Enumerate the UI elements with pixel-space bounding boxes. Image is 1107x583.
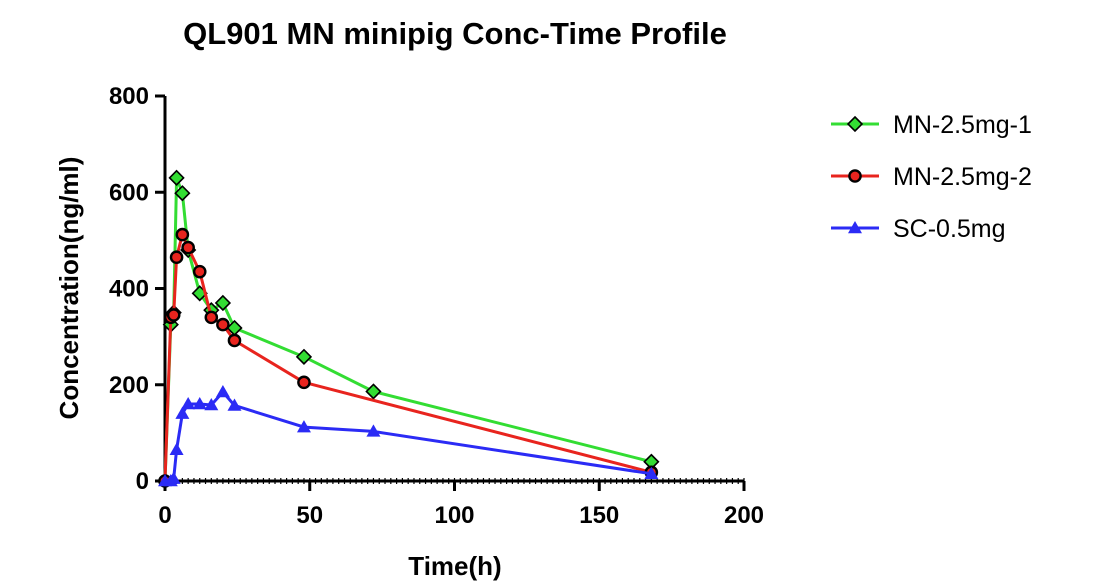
- triangle-marker: [166, 471, 181, 484]
- x-tick-label: 0: [158, 502, 171, 529]
- y-axis-label: Concentration(ng/ml): [54, 157, 84, 420]
- diamond-marker: [846, 115, 864, 133]
- circle-marker: [181, 240, 195, 255]
- diamond-marker: [168, 169, 185, 186]
- circle-marker: [166, 308, 181, 322]
- y-tick-label: 400: [109, 276, 149, 303]
- circle-marker: [227, 333, 242, 348]
- series-sc-0-5mg: [158, 384, 659, 487]
- axis-ticks: 0 200 400 600 800 0 50 100 150 200: [109, 83, 764, 529]
- circle-marker: [297, 375, 311, 390]
- diamond-marker: [295, 348, 313, 365]
- triangle-marker: [169, 442, 184, 455]
- x-axis-label: Time(h): [408, 551, 501, 581]
- triangle-marker: [181, 397, 196, 410]
- triangle-marker: [366, 424, 381, 437]
- legend-label: SC-0.5mg: [893, 215, 1006, 243]
- x-tick-label: 150: [579, 502, 619, 529]
- legend-item: MN-2.5mg-2: [831, 163, 1032, 191]
- legend-label: MN-2.5mg-2: [893, 163, 1032, 191]
- y-tick-label: 0: [136, 468, 149, 495]
- plot-area: 0 200 400 600 800 0 50 100 150 200: [109, 83, 764, 529]
- triangle-marker: [848, 221, 862, 234]
- triangle-marker: [644, 466, 659, 480]
- circle-marker: [848, 169, 862, 183]
- legend: MN-2.5mg-1 MN-2.5mg-2 SC-0.5mg: [831, 111, 1032, 243]
- legend-label: MN-2.5mg-1: [893, 111, 1032, 139]
- diamond-marker: [214, 294, 232, 312]
- circle-marker: [216, 317, 230, 332]
- x-axis-minor-ticks: [164, 478, 745, 484]
- circle-marker: [175, 227, 190, 242]
- diamond-marker: [174, 185, 191, 202]
- series-layer: [156, 169, 660, 490]
- y-tick-label: 200: [109, 372, 149, 399]
- circle-marker: [192, 264, 207, 279]
- y-tick-label: 600: [109, 179, 149, 206]
- x-tick-label: 50: [296, 502, 323, 529]
- x-tick-label: 200: [724, 502, 764, 529]
- legend-item: MN-2.5mg-1: [831, 111, 1032, 139]
- triangle-marker: [204, 397, 219, 411]
- triangle-marker: [192, 397, 207, 410]
- series-mn-2-5mg-1: [156, 169, 660, 490]
- x-tick-label: 100: [434, 502, 474, 529]
- legend-item: SC-0.5mg: [831, 215, 1006, 243]
- y-tick-label: 800: [109, 83, 149, 110]
- series-mn-2-5mg-2: [158, 227, 659, 488]
- triangle-marker: [215, 384, 230, 398]
- triangle-marker: [296, 420, 311, 433]
- triangle-marker: [227, 398, 242, 411]
- diamond-marker: [365, 383, 382, 400]
- triangle-marker: [175, 406, 190, 419]
- circle-marker: [169, 250, 184, 265]
- chart-title: QL901 MN minipig Conc-Time Profile: [183, 16, 727, 51]
- circle-marker: [204, 310, 219, 325]
